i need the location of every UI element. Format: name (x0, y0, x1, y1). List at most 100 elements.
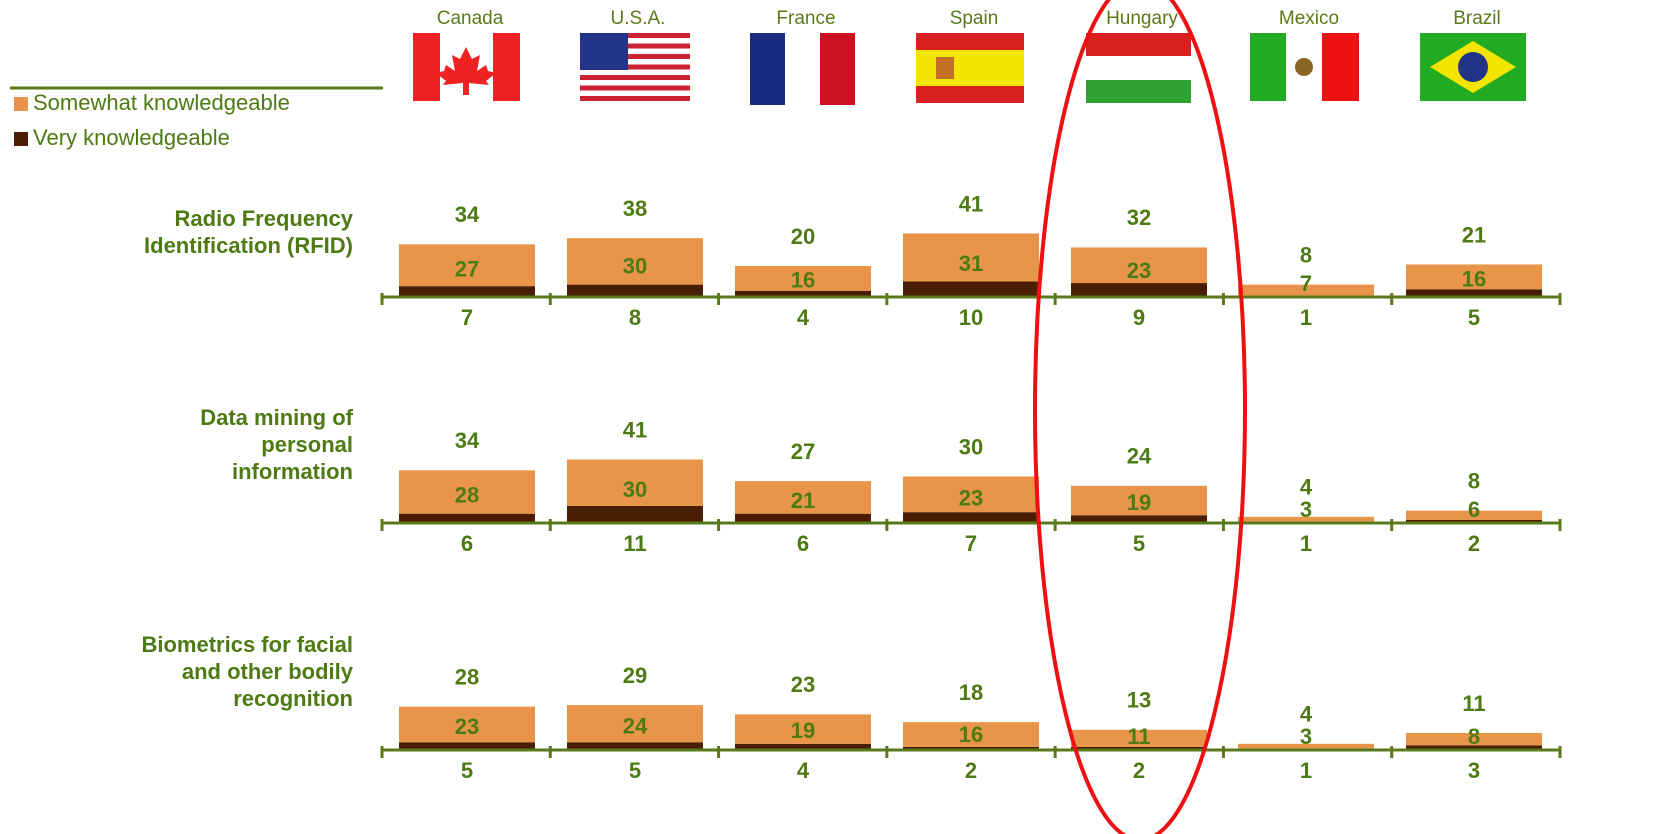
bar-segment (1071, 515, 1207, 523)
segment-label: 7 (1300, 271, 1312, 296)
bar-segment (1406, 264, 1542, 290)
legend-swatch (14, 132, 28, 146)
flag-canada (413, 33, 520, 101)
panel-title: recognition (233, 686, 353, 711)
bar-segment (735, 743, 871, 750)
bar-segment (1406, 745, 1542, 750)
segment-label: 16 (791, 267, 815, 292)
bar-segment (735, 290, 871, 297)
panel-title: Radio Frequency (175, 206, 354, 231)
country-label: France (776, 8, 835, 29)
total-label: 41 (623, 417, 647, 442)
segment-label: 16 (959, 722, 983, 747)
total-label: 24 (1127, 444, 1152, 469)
segment-label: 11 (1127, 724, 1150, 749)
segment-label: 31 (959, 251, 983, 276)
country-label: U.S.A. (611, 8, 666, 29)
segment-label: 10 (959, 305, 983, 330)
segment-label: 23 (959, 486, 983, 511)
flag-mexico (1250, 33, 1359, 101)
segment-label: 8 (629, 305, 641, 330)
segment-label: 30 (623, 253, 647, 278)
bar-segment (399, 244, 535, 287)
bar-segment (735, 714, 871, 744)
segment-label: 6 (1468, 497, 1480, 522)
segment-label: 21 (791, 488, 815, 513)
segment-label: 6 (797, 531, 809, 556)
country-label: Spain (950, 8, 999, 29)
bar-segment (1071, 247, 1207, 284)
segment-label: 4 (797, 305, 810, 330)
segment-label: 5 (461, 758, 473, 783)
bar-segment (735, 481, 871, 514)
segment-label: 11 (623, 531, 646, 556)
total-label: 18 (959, 680, 983, 705)
segment-label: 19 (791, 718, 815, 743)
total-label: 38 (623, 196, 647, 221)
bar-segment (399, 513, 535, 523)
segment-label: 6 (461, 531, 473, 556)
country-label: Canada (437, 8, 504, 29)
flags (413, 33, 1526, 105)
bar-segment (567, 238, 703, 285)
country-label: Brazil (1453, 8, 1501, 29)
total-label: 8 (1468, 468, 1480, 493)
panel-title: Biometrics for facial (141, 632, 353, 657)
bar-segment (1406, 519, 1542, 523)
total-label: 23 (791, 672, 815, 697)
country-label: Mexico (1279, 8, 1339, 29)
flag-france (750, 33, 855, 105)
bar-segment (567, 284, 703, 297)
total-label: 41 (959, 191, 983, 216)
total-label: 20 (791, 224, 815, 249)
panel-title: and other bodily (182, 659, 354, 684)
segment-label: 28 (455, 482, 479, 507)
segment-label: 27 (455, 256, 479, 281)
total-label: 8 (1300, 242, 1312, 267)
segment-label: 1 (1300, 305, 1312, 330)
bar-segment (903, 281, 1039, 297)
total-label: 4 (1300, 702, 1313, 727)
segment-label: 3 (1300, 497, 1312, 522)
segment-label: 1 (1300, 758, 1312, 783)
bar-segment (1238, 516, 1374, 522)
bar-segment (1071, 485, 1207, 516)
segment-label: 30 (623, 477, 647, 502)
total-label: 13 (1127, 688, 1151, 713)
bar-segment (399, 286, 535, 297)
bar-segment (1238, 284, 1374, 296)
segment-label: 5 (1468, 305, 1480, 330)
bar-segment (735, 513, 871, 523)
flag-brazil (1420, 33, 1526, 101)
segment-label: 7 (461, 305, 473, 330)
total-label: 27 (791, 439, 815, 464)
segment-label: 19 (1127, 490, 1151, 515)
segment-label: 7 (965, 531, 977, 556)
bar-segment (1406, 510, 1542, 520)
highlight-ellipse (1033, 0, 1247, 834)
total-label: 4 (1300, 475, 1313, 500)
total-label: 32 (1127, 205, 1151, 230)
segment-label: 5 (1133, 531, 1145, 556)
panel-title: information (232, 459, 353, 484)
bar-segment (399, 706, 535, 743)
segment-label: 1 (1300, 531, 1312, 556)
segment-label: 2 (1468, 531, 1480, 556)
country-label: Hungary (1106, 8, 1178, 29)
bar-segment (1071, 283, 1207, 297)
bar-segment (399, 470, 535, 514)
flag-usa (580, 33, 690, 101)
total-label: 34 (455, 428, 480, 453)
segment-label: 24 (623, 713, 648, 738)
segment-label: 16 (1462, 267, 1486, 292)
bar-segment (1406, 732, 1542, 746)
segment-label: 5 (629, 758, 641, 783)
total-label: 21 (1462, 222, 1486, 247)
total-label: 28 (455, 664, 479, 689)
legend-label: Very knowledgeable (33, 125, 230, 150)
segment-label: 23 (1127, 258, 1151, 283)
flag-hungary (1086, 33, 1191, 103)
segment-label: 23 (455, 714, 479, 739)
total-label: 30 (959, 434, 983, 459)
